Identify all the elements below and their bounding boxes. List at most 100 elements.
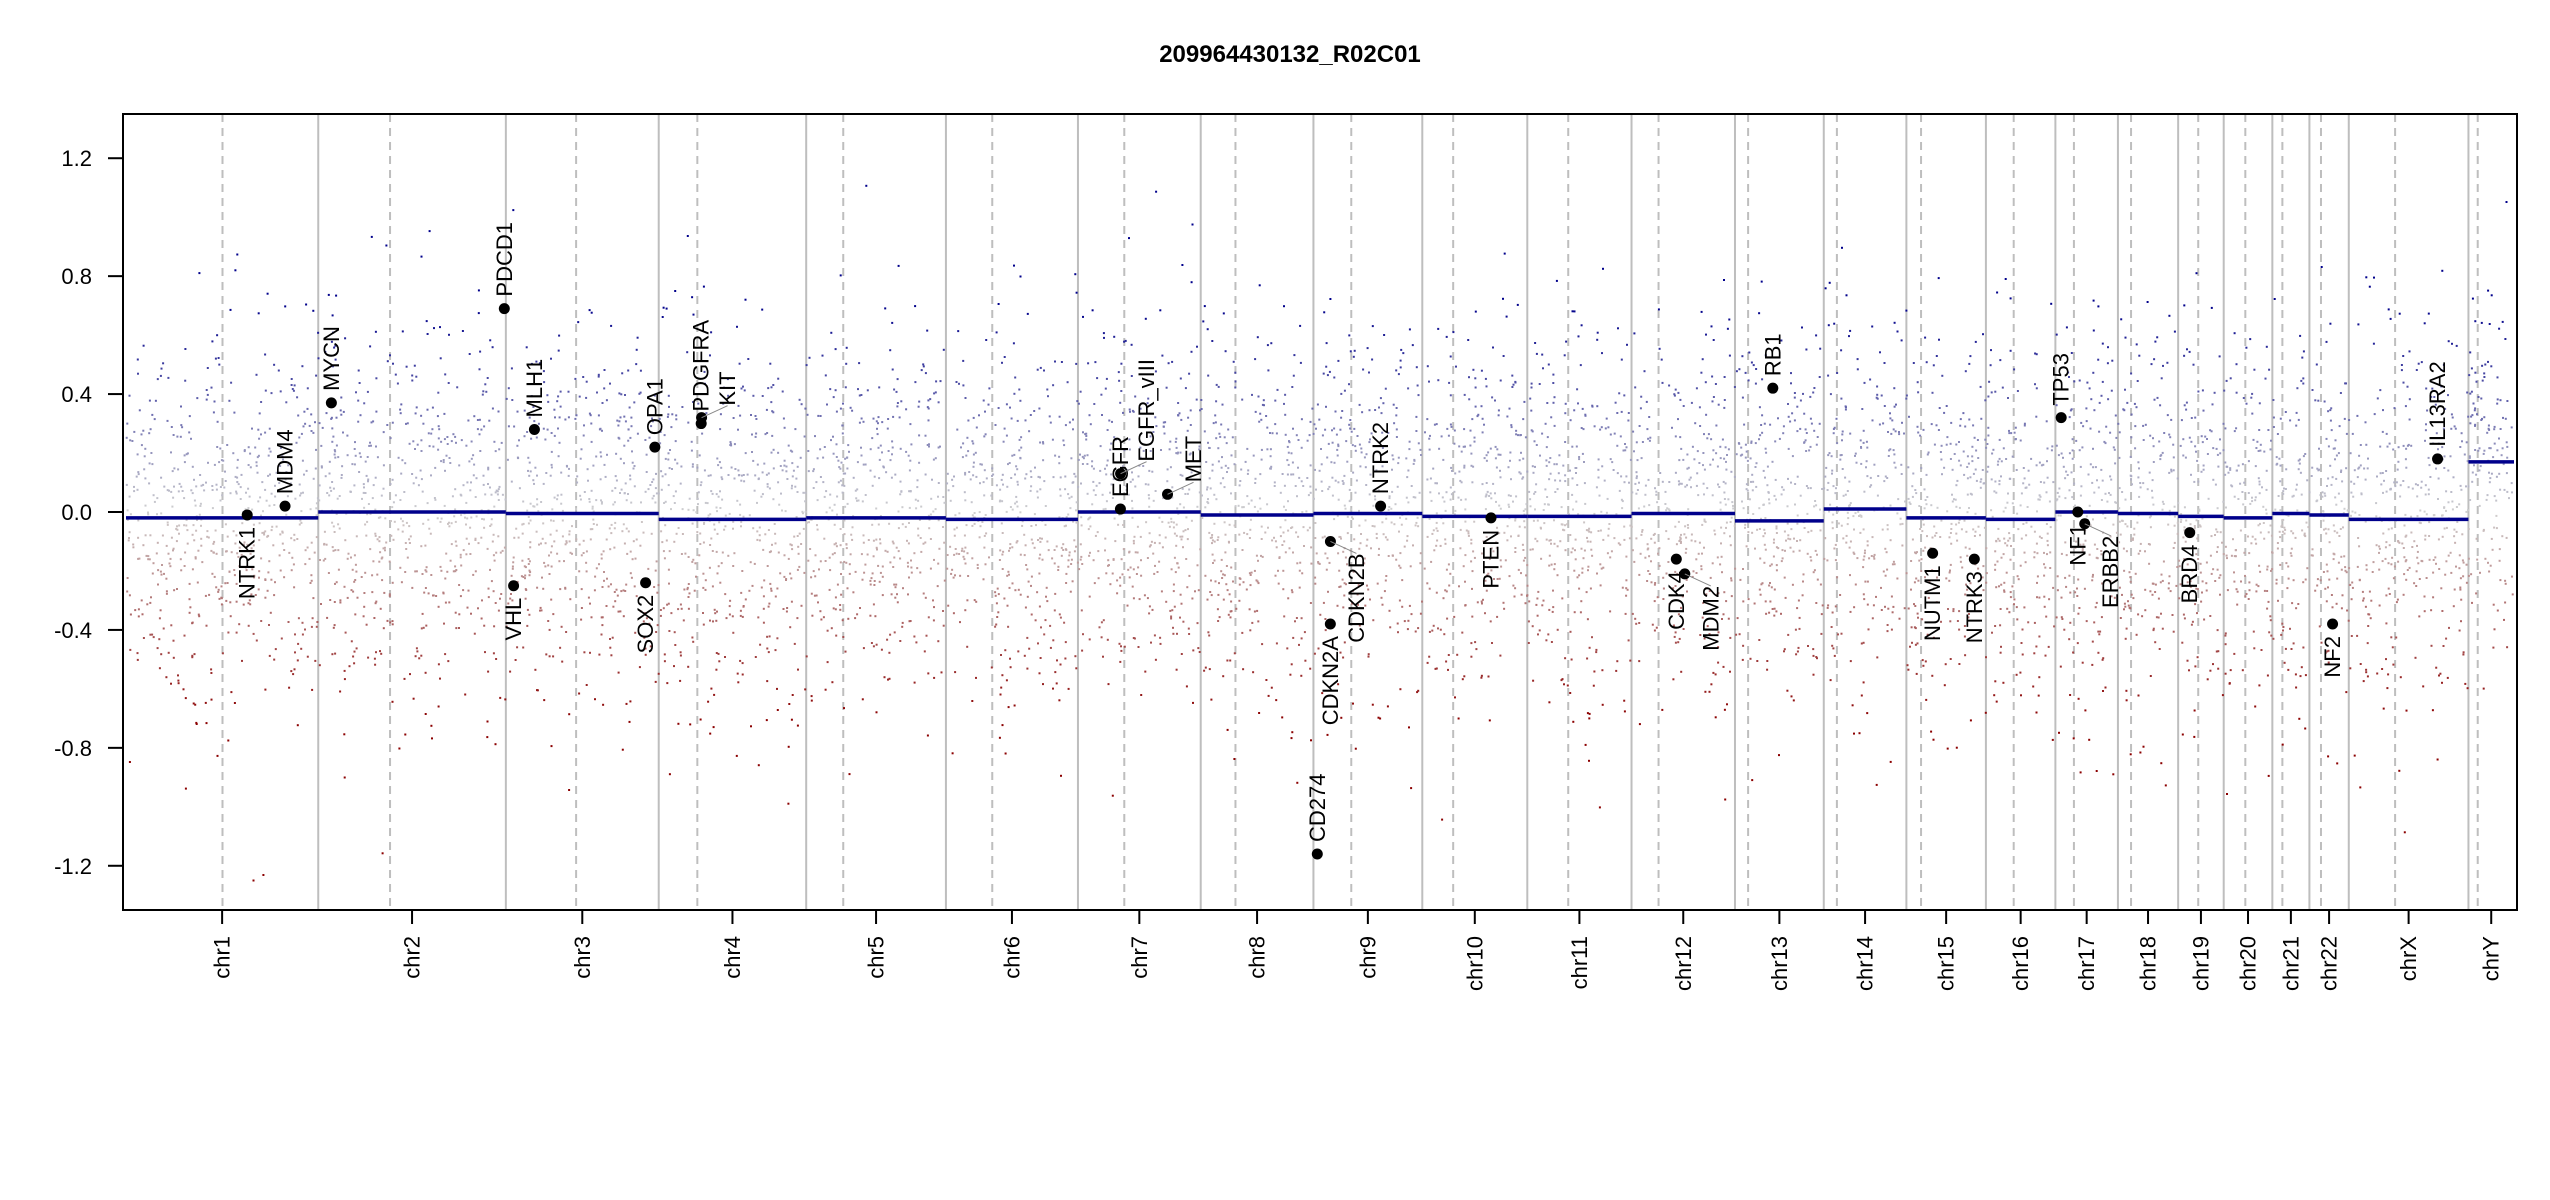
probe-point — [1375, 537, 1378, 540]
probe-point — [1165, 386, 1168, 389]
probe-point — [331, 521, 334, 524]
probe-point — [665, 539, 668, 542]
probe-point — [1194, 590, 1196, 593]
probe-point — [1331, 429, 1333, 432]
probe-point — [1608, 523, 1611, 525]
probe-point — [1365, 453, 1368, 456]
probe-point — [651, 481, 654, 483]
probe-point — [444, 469, 446, 472]
probe-point — [854, 617, 857, 620]
probe-point — [623, 462, 625, 465]
probe-point — [1392, 403, 1395, 406]
probe-point — [1065, 572, 1068, 575]
probe-point — [732, 527, 734, 530]
probe-point — [1732, 504, 1734, 507]
probe-point — [1721, 618, 1723, 620]
probe-point — [750, 414, 752, 416]
probe-point — [278, 554, 281, 557]
probe-point — [385, 244, 388, 247]
probe-point — [454, 520, 457, 523]
probe-point — [823, 495, 826, 498]
probe-point — [585, 380, 588, 383]
probe-point — [654, 501, 657, 504]
probe-point — [1655, 493, 1658, 496]
probe-point — [1625, 594, 1628, 597]
probe-point — [841, 619, 844, 622]
probe-point — [391, 623, 394, 626]
probe-point — [1701, 552, 1703, 555]
probe-point — [532, 479, 535, 482]
probe-point — [403, 677, 406, 680]
probe-point — [1373, 525, 1376, 528]
probe-point — [1527, 642, 1530, 644]
probe-point — [1772, 555, 1775, 558]
probe-point — [385, 541, 388, 544]
probe-point — [1791, 455, 1794, 458]
probe-point — [1134, 551, 1137, 554]
probe-point — [1374, 409, 1377, 411]
probe-point — [1674, 471, 1677, 474]
probe-point — [487, 596, 490, 599]
probe-point — [816, 524, 818, 527]
probe-point — [437, 448, 440, 451]
probe-point — [344, 337, 347, 340]
probe-point — [1382, 533, 1385, 536]
probe-point — [1081, 649, 1084, 652]
probe-point — [871, 523, 874, 526]
probe-point — [872, 417, 875, 420]
probe-point — [548, 628, 551, 631]
probe-point — [268, 560, 271, 563]
probe-point — [1104, 507, 1107, 510]
probe-point — [150, 452, 153, 454]
probe-point — [224, 470, 226, 473]
probe-point — [1225, 583, 1228, 586]
probe-point — [1351, 444, 1354, 447]
probe-point — [576, 481, 579, 484]
probe-point — [1171, 486, 1174, 489]
probe-point — [1400, 348, 1403, 351]
probe-point — [1695, 387, 1698, 390]
probe-point — [1584, 743, 1587, 746]
probe-point — [1647, 570, 1650, 572]
probe-point — [1686, 467, 1689, 470]
probe-point — [1739, 454, 1742, 457]
probe-point — [1297, 535, 1300, 538]
probe-point — [147, 511, 149, 514]
probe-point — [1582, 557, 1585, 560]
probe-point — [243, 543, 245, 546]
probe-point — [1535, 483, 1538, 486]
probe-point — [1752, 480, 1755, 483]
probe-point — [437, 605, 440, 608]
probe-point — [653, 394, 656, 397]
probe-point — [901, 523, 904, 526]
probe-point — [242, 603, 245, 606]
probe-point — [803, 435, 806, 438]
probe-point — [516, 646, 519, 649]
probe-point — [951, 752, 954, 755]
probe-point — [1550, 416, 1553, 419]
probe-point — [1724, 482, 1727, 485]
probe-point — [1062, 439, 1065, 442]
probe-point — [1435, 667, 1438, 670]
probe-point — [227, 631, 230, 634]
probe-point — [1754, 547, 1756, 550]
probe-point — [1680, 670, 1683, 673]
probe-point — [527, 558, 530, 560]
probe-point — [812, 487, 815, 489]
probe-point — [1668, 384, 1671, 387]
probe-point — [1175, 437, 1178, 440]
probe-point — [857, 388, 859, 391]
probe-point — [1036, 496, 1039, 499]
probe-point — [1553, 568, 1556, 571]
probe-point — [1702, 464, 1704, 467]
probe-point — [1652, 534, 1655, 536]
probe-point — [1556, 574, 1559, 577]
probe-point — [1279, 526, 1282, 529]
probe-point — [258, 412, 261, 415]
probe-point — [1554, 479, 1557, 482]
probe-point — [507, 425, 510, 428]
probe-point — [1419, 562, 1422, 565]
probe-point — [454, 435, 457, 438]
probe-point — [682, 619, 685, 622]
probe-point — [212, 411, 215, 414]
